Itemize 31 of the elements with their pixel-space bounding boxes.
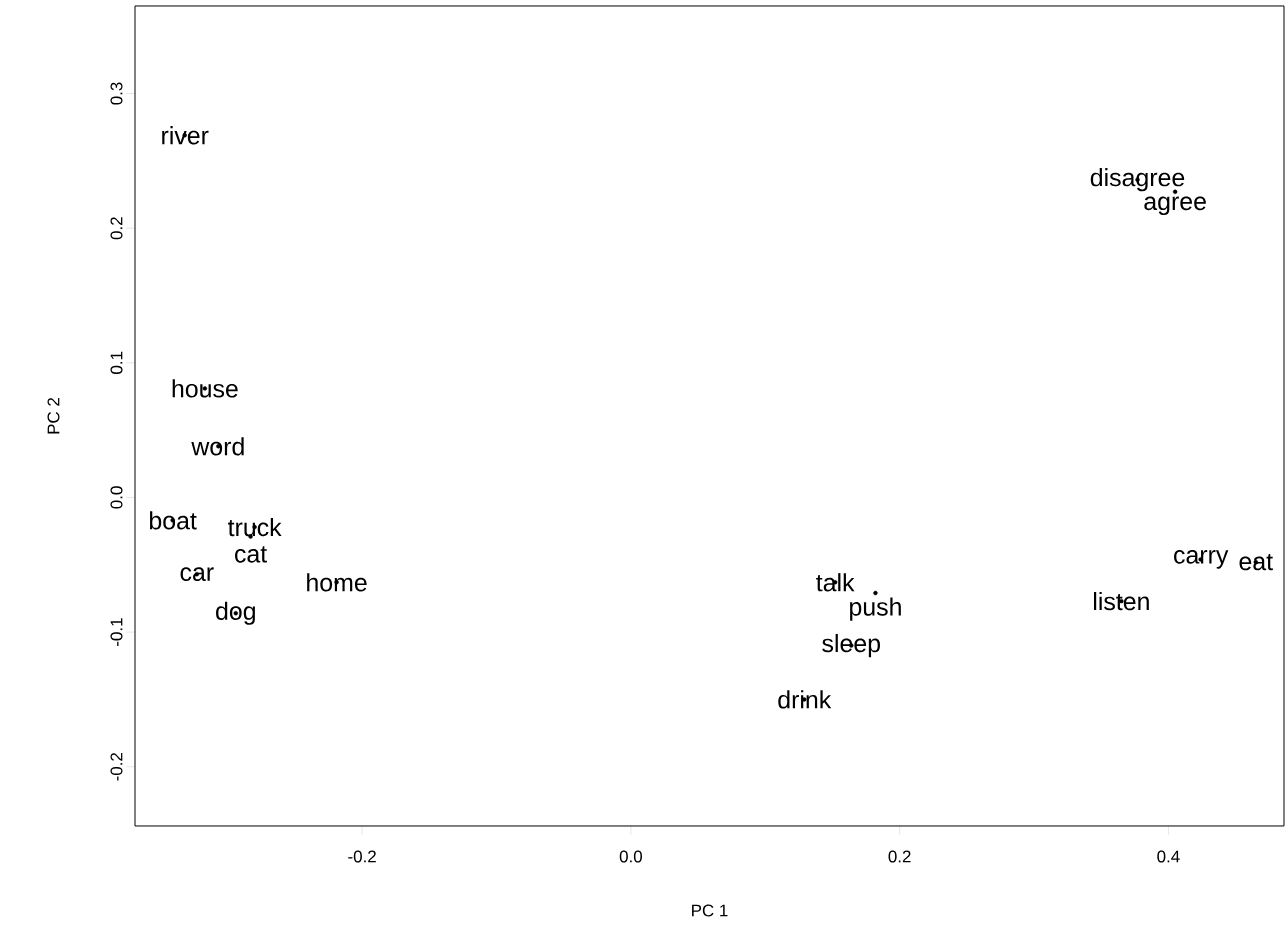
x-tick-label: -0.2 [348, 850, 376, 863]
x-axis-title: PC 1 [692, 904, 728, 917]
x-tick-label: 0.0 [619, 850, 643, 863]
point [873, 590, 878, 596]
x-tick-label: 0.2 [888, 850, 911, 863]
data-label: river [162, 126, 209, 145]
data-label: eat [1239, 553, 1273, 571]
data-label: sleep [822, 633, 880, 658]
y-axis-title: PC 2 [47, 398, 60, 434]
y-tick-label: 0.1 [110, 351, 123, 374]
data-label: agree [1144, 196, 1206, 216]
data-label: push [850, 597, 901, 621]
y-tick-label: 0.0 [110, 486, 123, 509]
data-label: boat [150, 511, 197, 530]
data-label: disagree [1090, 168, 1185, 192]
y-tick-label: 0.3 [110, 82, 123, 105]
data-label: listen [1093, 591, 1149, 611]
y-tick-label: -0.2 [110, 753, 123, 781]
data-label: dog [216, 601, 255, 625]
data-label: cat [235, 546, 267, 563]
x-tick-label: 0.4 [1157, 850, 1180, 863]
data-label: word [191, 437, 244, 456]
data-label: drink [778, 690, 832, 709]
y-tick-label: -0.1 [110, 618, 123, 646]
y-tick-label: 0.2 [110, 217, 123, 240]
data-label: house [172, 379, 238, 398]
data-label: car [180, 567, 214, 582]
data-label: home [307, 573, 367, 592]
data-label: truck [228, 517, 282, 537]
data-label: carry [1174, 550, 1229, 569]
data-label: talk [816, 573, 855, 592]
